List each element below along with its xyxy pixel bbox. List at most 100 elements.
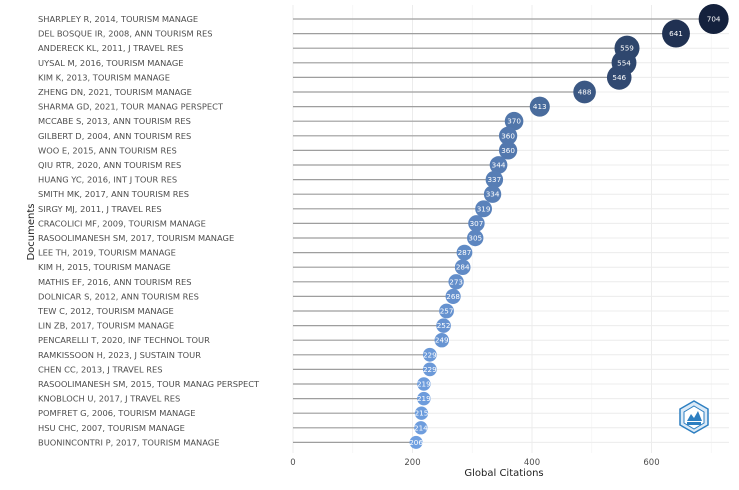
- document-label-4: UYSAL M, 2016, TOURISM MANAGE: [38, 58, 184, 68]
- value-label-24: 229: [423, 350, 437, 359]
- point-12: [485, 170, 504, 189]
- document-label-2: DEL BOSQUE IR, 2008, ANN TOURISM RES: [38, 29, 213, 39]
- point-27: [417, 391, 431, 406]
- document-label-9: GILBERT D, 2004, ANN TOURISM RES: [38, 131, 191, 141]
- value-label-1: 704: [707, 15, 721, 24]
- value-label-26: 219: [417, 380, 431, 389]
- lollipop-points: [409, 4, 729, 449]
- document-label-7: SHARMA GD, 2021, TOUR MANAG PERSPECT: [38, 102, 224, 112]
- document-label-16: RASOOLIMANESH SM, 2017, TOURISM MANAGE: [38, 233, 234, 243]
- point-20: [445, 288, 461, 304]
- point-14: [475, 200, 493, 218]
- point-24: [422, 347, 437, 362]
- value-label-9: 360: [501, 131, 515, 140]
- value-label-30: 206: [409, 438, 423, 447]
- value-label-15: 307: [470, 219, 484, 228]
- value-label-2: 641: [669, 29, 683, 38]
- value-label-6: 488: [578, 88, 592, 97]
- value-label-11: 344: [492, 161, 506, 170]
- document-label-21: TEW C, 2012, TOURISM MANAGE: [37, 306, 174, 316]
- x-axis-title: Global Citations: [464, 468, 543, 479]
- value-label-28: 215: [415, 409, 429, 418]
- document-label-6: ZHENG DN, 2021, TOURISM MANAGE: [38, 87, 192, 97]
- point-28: [414, 406, 429, 420]
- point-13: [483, 185, 502, 203]
- value-label-29: 214: [414, 423, 428, 432]
- point-25: [422, 362, 437, 377]
- point-9: [498, 126, 518, 145]
- value-label-5: 546: [612, 73, 626, 82]
- point-10: [498, 141, 518, 160]
- document-label-13: SMITH MK, 2017, ANN TOURISM RES: [38, 189, 189, 199]
- point-8: [504, 111, 524, 131]
- value-label-14: 319: [477, 204, 491, 213]
- point-18: [454, 259, 471, 276]
- point-1: [698, 4, 729, 34]
- point-30: [409, 435, 423, 449]
- document-label-29: HSU CHC, 2007, TOURISM MANAGE: [38, 423, 185, 433]
- value-label-13: 334: [486, 190, 500, 199]
- document-labels: SHARPLEY R, 2014, TOURISM MANAGE DEL BOSQ…: [37, 14, 260, 447]
- document-label-1: SHARPLEY R, 2014, TOURISM MANAGE: [38, 14, 198, 24]
- value-label-10: 360: [501, 146, 515, 155]
- value-label-7: 413: [533, 102, 547, 111]
- document-label-27: KNOBLOCH U, 2017, J TRAVEL RES: [38, 394, 180, 404]
- value-label-12: 337: [487, 175, 501, 184]
- point-19: [448, 274, 464, 290]
- point-26: [417, 377, 431, 391]
- document-label-8: MCCABE S, 2013, ANN TOURISM RES: [38, 116, 191, 126]
- point-21: [439, 303, 454, 319]
- y-axis-title: Documents: [26, 203, 37, 260]
- value-label-8: 370: [507, 117, 521, 126]
- x-tick-400: 400: [524, 458, 540, 468]
- document-label-17: LEE TH, 2019, TOURISM MANAGE: [38, 248, 176, 258]
- value-label-3: 559: [620, 44, 634, 53]
- value-label-20: 268: [446, 292, 460, 301]
- point-15: [468, 215, 485, 232]
- document-label-15: CRACOLICI MF, 2009, TOURISM MANAGE: [38, 218, 206, 228]
- document-label-25: CHEN CC, 2013, J TRAVEL RES: [38, 364, 163, 374]
- value-label-25: 229: [423, 365, 437, 374]
- point-5: [606, 65, 632, 90]
- lollipop-stems: [293, 18, 714, 443]
- gridlines: [292, 5, 729, 453]
- document-label-10: WOO E, 2015, ANN TOURISM RES: [38, 145, 177, 155]
- point-29: [414, 421, 428, 435]
- value-labels: 704 641 559 554 546 488 413 370 360 360 344 337 334 3…: [409, 15, 721, 447]
- x-tick-0: 0: [290, 458, 295, 468]
- point-23: [434, 332, 450, 348]
- document-label-26: RASOOLIMANESH SM, 2015, TOUR MANAG PERSP…: [38, 379, 260, 389]
- document-label-3: ANDERECK KL, 2011, J TRAVEL RES: [38, 43, 183, 53]
- value-label-17: 287: [458, 248, 472, 257]
- value-label-18: 284: [456, 263, 470, 272]
- document-label-14: SIRGY MJ, 2011, J TRAVEL RES: [38, 204, 162, 214]
- document-label-22: LIN ZB, 2017, TOURISM MANAGE: [38, 321, 174, 331]
- bibliometrix-logo: [679, 400, 709, 434]
- value-label-19: 273: [449, 277, 463, 286]
- document-label-18: KIM H, 2015, TOURISM MANAGE: [38, 262, 171, 272]
- document-label-5: KIM K, 2013, TOURISM MANAGE: [38, 72, 170, 82]
- point-22: [436, 318, 451, 333]
- value-label-23: 249: [435, 336, 449, 345]
- value-label-21: 257: [440, 307, 454, 316]
- document-label-11: QIU RTR, 2020, ANN TOURISM RES: [38, 160, 181, 170]
- point-16: [467, 229, 484, 247]
- point-11: [489, 156, 508, 174]
- document-label-23: PENCARELLI T, 2020, INF TECHNOL TOUR: [38, 335, 210, 345]
- point-17: [456, 244, 473, 261]
- document-label-30: BUONINCONTRI P, 2017, TOURISM MANAGE: [38, 437, 219, 447]
- value-label-27: 219: [417, 394, 431, 403]
- document-label-12: HUANG YC, 2016, INT J TOUR RES: [38, 175, 177, 185]
- point-2: [662, 19, 690, 48]
- value-label-16: 305: [468, 234, 482, 243]
- x-axis-ticks: 0 200 400 600: [290, 458, 659, 468]
- point-7: [529, 96, 550, 117]
- document-label-24: RAMKISSOON H, 2023, J SUSTAIN TOUR: [38, 350, 201, 360]
- x-tick-200: 200: [404, 458, 420, 468]
- document-label-28: POMFRET G, 2006, TOURISM MANAGE: [38, 408, 195, 418]
- value-label-22: 252: [437, 321, 451, 330]
- document-label-20: DOLNICAR S, 2012, ANN TOURISM RES: [38, 291, 199, 301]
- point-6: [573, 80, 596, 104]
- document-label-19: MATHIS EF, 2016, ANN TOURISM RES: [38, 277, 191, 287]
